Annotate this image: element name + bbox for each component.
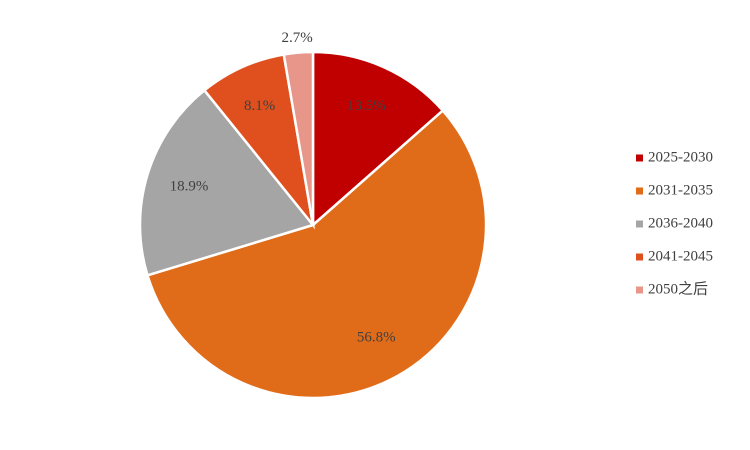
data-label: 56.8% (357, 330, 396, 346)
legend-marker (636, 154, 643, 162)
pie-slice (145, 108, 488, 400)
legend-label: 2025-2030 (648, 149, 713, 165)
legend-label: 2031-2035 (648, 182, 713, 198)
legend-label: 2050之后 (648, 280, 708, 297)
legend-marker (636, 286, 643, 294)
legend-marker (636, 220, 643, 228)
legend-marker (636, 253, 643, 261)
data-label: 2.7% (282, 30, 313, 46)
pie-slice (282, 50, 315, 226)
data-label: 18.9% (170, 178, 209, 194)
legend-label: 2041-2045 (648, 248, 713, 264)
legend-label: 2036-2040 (648, 215, 713, 231)
data-label: 8.1% (244, 98, 275, 114)
pie-slice (311, 50, 445, 228)
pie-slice (138, 88, 316, 277)
pie-slice (202, 53, 316, 230)
legend-marker (636, 187, 643, 195)
data-label: 13.5% (347, 98, 386, 114)
